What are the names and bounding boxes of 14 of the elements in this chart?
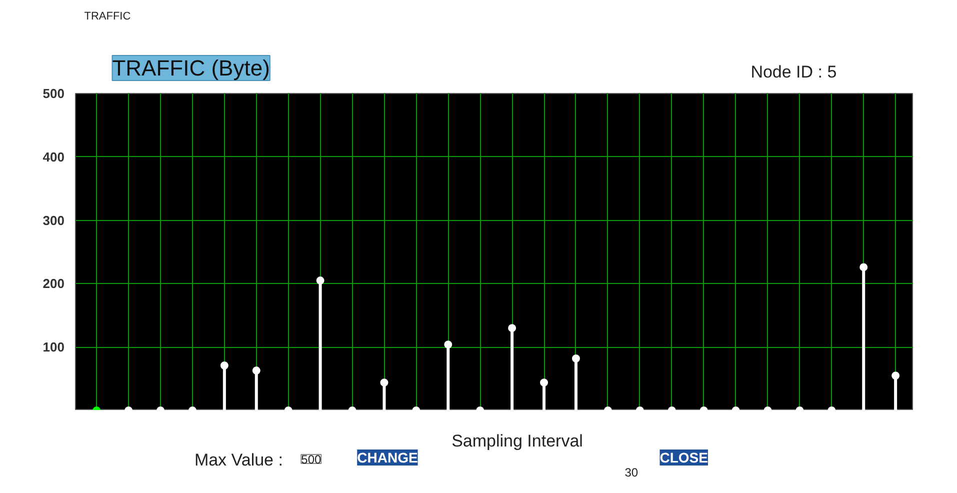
text: 30 [624, 466, 638, 480]
y-tick-label: 200 [42, 276, 65, 292]
y-tick-label: 300 [42, 212, 65, 228]
y-tick-label: 100 [42, 340, 65, 355]
text: CLOSE [660, 450, 708, 466]
y-tick-label: 400 [42, 149, 65, 164]
text: CHANGE [357, 450, 418, 466]
text: TRAFFIC [84, 10, 131, 22]
y-tick-label: 500 [42, 86, 65, 101]
text: Sampling Interval [452, 432, 583, 450]
chart-title: TRAFFIC (Byte) [112, 56, 270, 80]
text: Max Value : [194, 450, 283, 470]
text: 500 [301, 452, 322, 466]
text: Node ID : 5 [750, 62, 837, 82]
